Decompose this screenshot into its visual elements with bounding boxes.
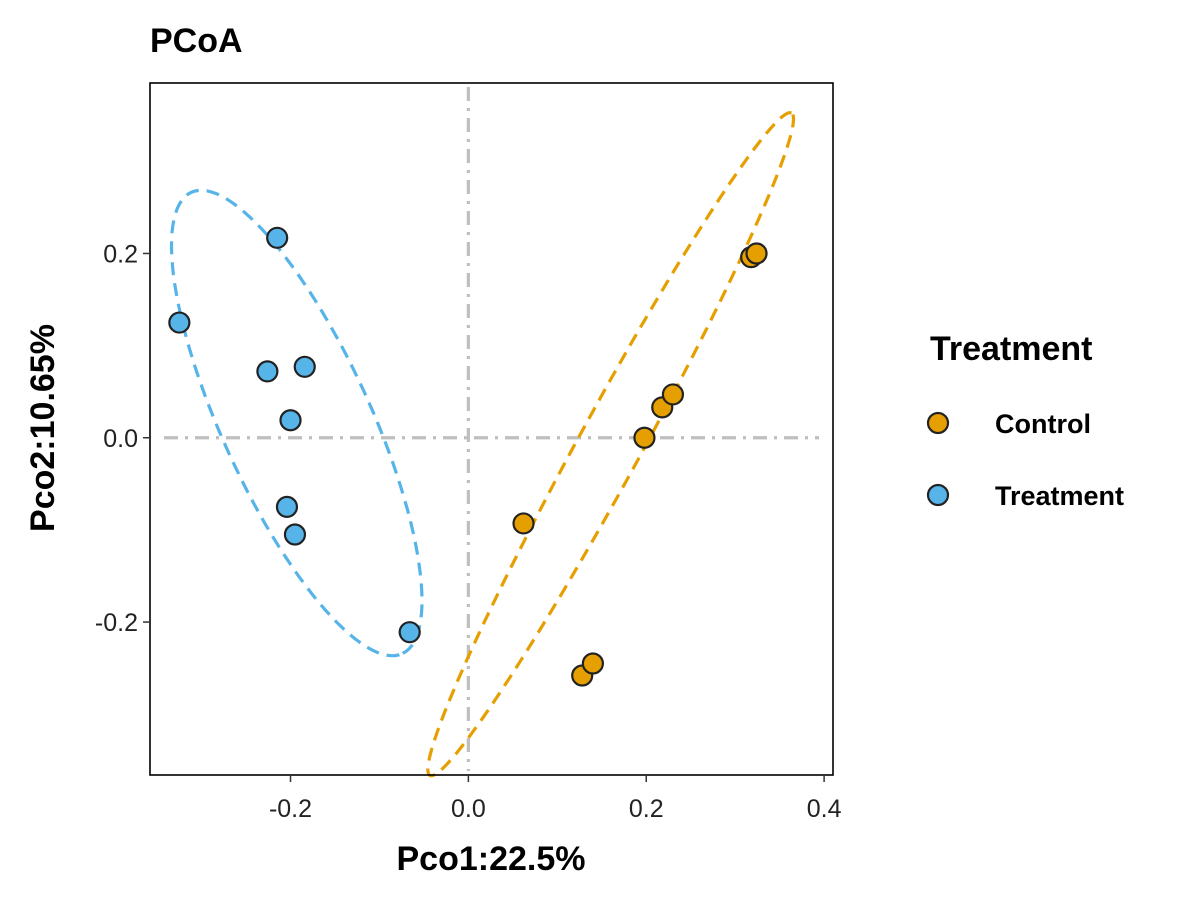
y-tick-label: -0.2	[95, 609, 138, 637]
control-point	[581, 652, 604, 675]
treatment-point	[266, 226, 289, 249]
y-tick-label: 0.0	[103, 425, 138, 453]
y-tick-label: 0.2	[103, 240, 138, 268]
legend-title: Treatment	[930, 330, 1093, 368]
plot-area	[149, 82, 834, 778]
control-point	[633, 426, 656, 449]
treatment-point	[283, 523, 307, 546]
legend-label-control: Control	[995, 409, 1091, 439]
x-tick-label: 0.0	[451, 795, 486, 823]
treatment-point	[279, 409, 302, 432]
treatment-point	[256, 360, 279, 383]
treatment-point	[293, 355, 316, 378]
legend-items: Control Treatment	[926, 409, 1124, 511]
x-tick-label: 0.4	[807, 795, 842, 823]
legend-label-treatment: Treatment	[995, 481, 1124, 511]
chart-title: PCoA	[150, 22, 243, 60]
treatment-confidence-ellipse	[169, 188, 424, 658]
control-confidence-ellipse	[426, 110, 796, 778]
legend-key-control	[926, 411, 950, 435]
legend-key-treatment	[926, 483, 950, 507]
x-tick-label: 0.2	[629, 795, 664, 823]
x-axis-title: Pco1:22.5%	[397, 840, 586, 878]
plot-border	[149, 82, 834, 776]
control-point	[661, 383, 685, 406]
treatment-point	[398, 621, 421, 644]
legend: Treatment Control Treatment	[926, 330, 1124, 511]
control-point	[745, 242, 768, 265]
treatment-point	[275, 495, 299, 518]
x-tick-label: -0.2	[269, 795, 312, 823]
treatment-point	[168, 311, 191, 334]
y-axis-title: Pco2:10.65%	[24, 324, 62, 532]
axes: -0.2 0.0 0.2 0.4 -0.2 0.0 0.2	[95, 240, 842, 823]
control-point	[512, 512, 535, 535]
